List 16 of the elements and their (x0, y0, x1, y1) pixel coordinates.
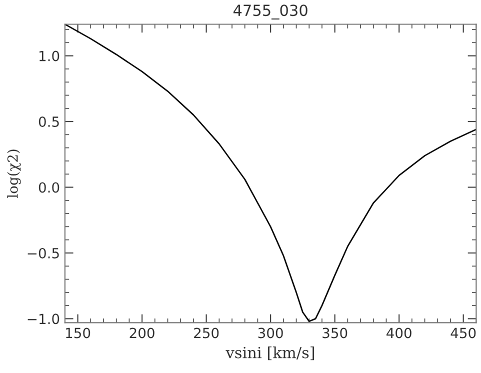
x-tick-label: 350 (322, 328, 348, 338)
x-tick-label: 400 (386, 328, 412, 338)
x-tick-label: 200 (130, 328, 154, 338)
x-tick-label: 300 (258, 328, 283, 338)
y-tick-label: −1.0 (28, 314, 60, 324)
y-tick-label: −0.5 (28, 248, 59, 258)
y-tick-label: 0.0 (38, 182, 60, 193)
chart-title: 4755_030 (233, 4, 308, 20)
x-tick-label: 250 (194, 328, 219, 338)
y-tick-label: 1.0 (40, 50, 60, 62)
x-tick-label: 450 (450, 328, 476, 338)
x-axis-title: vsini [km/s] (226, 346, 314, 360)
y-tick-label: 0.5 (38, 116, 59, 127)
y-axis-title: log(χ2) (7, 150, 21, 198)
line-series (64, 24, 476, 322)
x-tick-label: 150 (66, 328, 90, 338)
